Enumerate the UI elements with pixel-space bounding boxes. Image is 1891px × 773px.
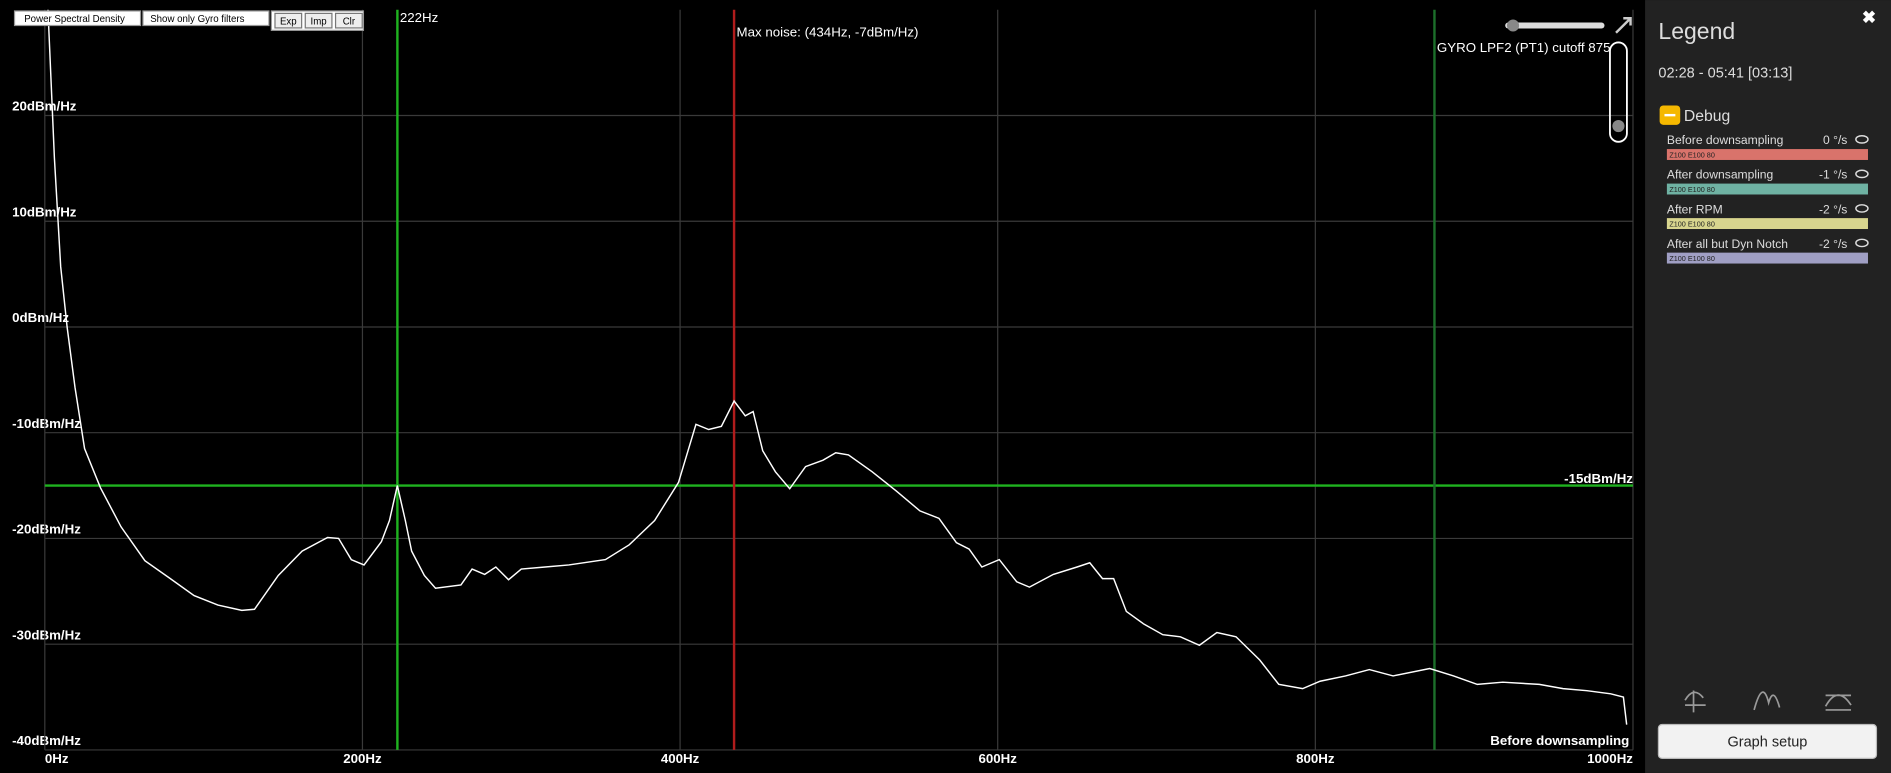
legend-item-tag: Z100 E100 80: [1669, 151, 1715, 160]
zoom-handle[interactable]: [1506, 19, 1520, 32]
vertical-slider[interactable]: [1609, 41, 1628, 143]
time-range: 02:28 - 05:41 [03:13]: [1658, 66, 1792, 82]
legend-panel: [1645, 0, 1891, 773]
x-tick-label: 200Hz: [343, 751, 382, 766]
marker-label: 222Hz: [400, 10, 438, 25]
expand-icon[interactable]: [1615, 17, 1632, 34]
graph-setup-label: Graph setup: [1727, 734, 1807, 750]
y-tick-label: -30dBm/Hz: [12, 627, 81, 642]
close-button[interactable]: ✖: [1862, 8, 1876, 27]
legend-item-value: -2 °/s: [1819, 237, 1847, 251]
visibility-icon[interactable]: [1855, 135, 1869, 144]
x-tick-label: 400Hz: [661, 751, 700, 766]
graph-mode-icon[interactable]: [1824, 694, 1852, 711]
toolbar-button-label: Imp: [311, 16, 327, 27]
visibility-icon[interactable]: [1855, 169, 1869, 179]
y-tick-label: -10dBm/Hz: [12, 416, 81, 431]
x-tick-label: 800Hz: [1296, 751, 1335, 766]
legend-title: Legend: [1658, 18, 1735, 44]
filter-select[interactable]: [142, 10, 270, 27]
graph-mode-icon[interactable]: [1753, 691, 1781, 711]
visibility-icon[interactable]: [1855, 204, 1869, 213]
y-tick-label: 0dBm/Hz: [12, 310, 69, 325]
legend-item-value: 0 °/s: [1823, 133, 1847, 147]
x-tick-label: 0Hz: [45, 751, 69, 766]
legend-item-name: After all but Dyn Notch: [1667, 237, 1788, 251]
legend-swatch: [1666, 149, 1868, 160]
x-tick-label: 1000Hz: [1587, 751, 1633, 766]
filter-select-label: Show only Gyro filters: [150, 14, 244, 25]
legend-item-name: Before downsampling: [1667, 133, 1783, 147]
spectrum-line: [47, 9, 1628, 725]
y-tick-label: -20dBm/Hz: [12, 522, 81, 537]
toolbar-button[interactable]: [304, 12, 333, 29]
toolbar-button-label: Exp: [280, 16, 297, 27]
threshold-label: -15dBm/Hz: [1564, 471, 1633, 486]
visibility-icon[interactable]: [1855, 238, 1869, 248]
x-tick-label: 600Hz: [978, 751, 1017, 766]
legend-item-tag: Z100 E100 80: [1669, 254, 1715, 263]
legend-item-tag: Z100 E100 80: [1669, 185, 1715, 194]
legend-item-value: -2 °/s: [1819, 202, 1847, 216]
legend-swatch: [1666, 252, 1868, 264]
legend-swatch: [1666, 183, 1868, 195]
group-label: Debug: [1684, 108, 1730, 125]
y-tick-label: -40dBm/Hz: [12, 733, 81, 748]
legend-swatch: [1666, 218, 1868, 230]
marker-label: GYRO LPF2 (PT1) cutoff 875: [1437, 40, 1611, 55]
series-label: Before downsampling: [1490, 733, 1629, 748]
vertical-handle[interactable]: [1612, 119, 1625, 133]
graph-setup-button[interactable]: [1657, 723, 1878, 760]
legend-item-name: After downsampling: [1667, 168, 1773, 182]
chart-select[interactable]: [13, 10, 142, 27]
toolbar-button-label: Clr: [343, 16, 356, 27]
legend-item-tag: Z100 E100 80: [1669, 220, 1715, 229]
toolbar-button[interactable]: [334, 12, 363, 29]
graph-mode-icon[interactable]: [1684, 690, 1706, 713]
chart-select-label: Power Spectral Density: [24, 14, 125, 25]
legend-item-value: -1 °/s: [1819, 168, 1847, 182]
marker-label: Max noise: (434Hz, -7dBm/Hz): [737, 24, 919, 39]
toolbar-button[interactable]: [274, 12, 303, 29]
legend-item-name: After RPM: [1667, 202, 1723, 216]
